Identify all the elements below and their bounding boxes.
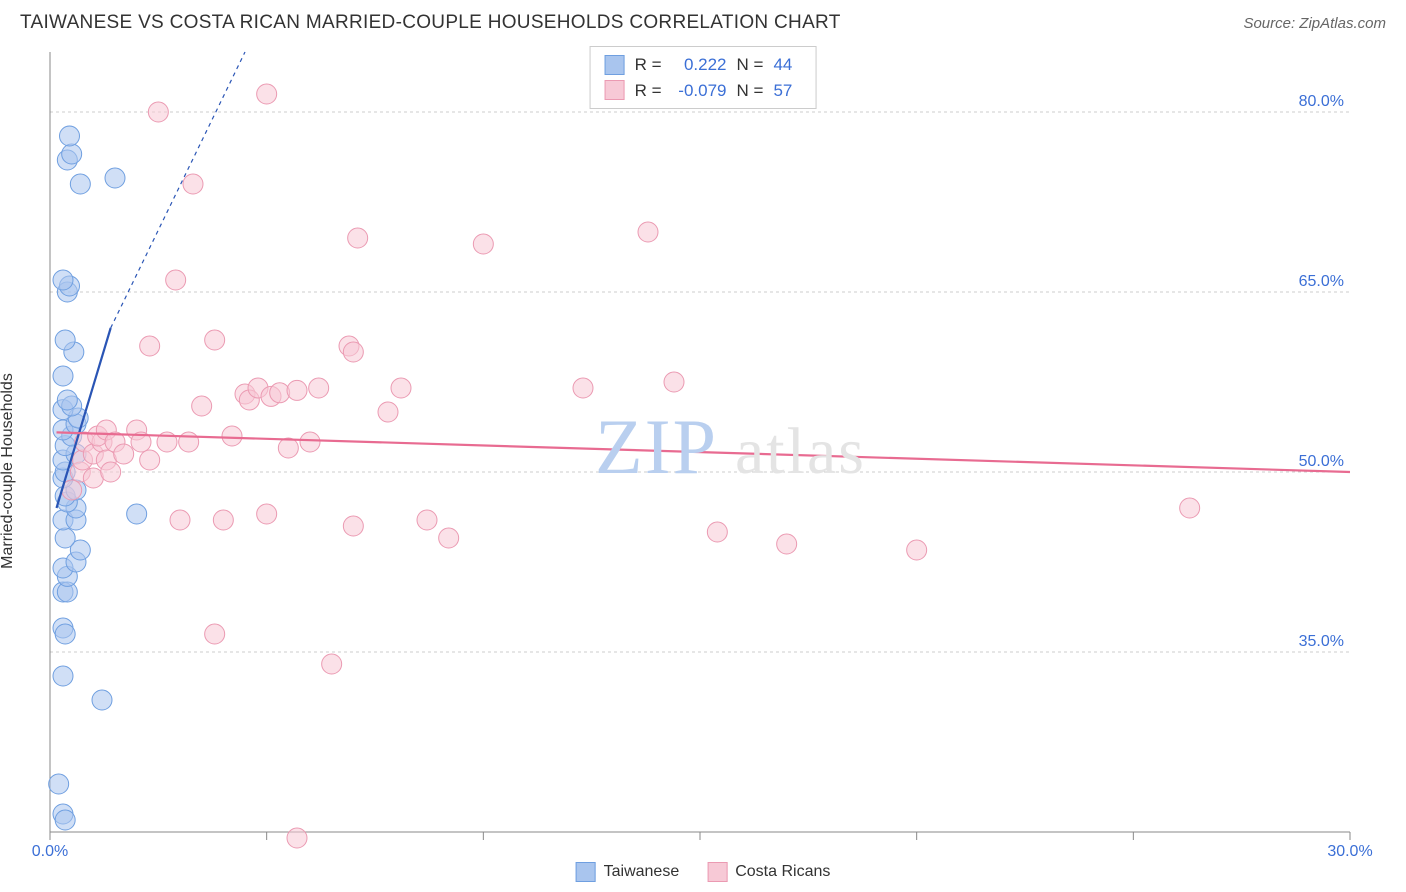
legend-swatch-costaricans (707, 862, 727, 882)
legend-row-2: R = -0.079 N = 57 (605, 78, 802, 104)
source-label: Source: ZipAtlas.com (1243, 15, 1386, 32)
correlation-legend: R = 0.222 N = 44 R = -0.079 N = 57 (590, 46, 817, 109)
svg-text:65.0%: 65.0% (1299, 273, 1344, 290)
svg-text:30.0%: 30.0% (1327, 843, 1372, 860)
series-legend: Taiwanese Costa Ricans (576, 862, 831, 882)
legend-n-label: N = (737, 52, 764, 78)
legend-label-costaricans: Costa Ricans (735, 863, 830, 881)
chart-container: Married-couple Households 35.0% 50.0% 65.0… (0, 42, 1406, 882)
svg-text:50.0%: 50.0% (1299, 453, 1344, 470)
legend-n-label: N = (737, 78, 764, 104)
legend-n-value-2: 57 (773, 78, 801, 104)
legend-r-label: R = (635, 78, 662, 104)
legend-swatch-taiwanese (576, 862, 596, 882)
svg-text:35.0%: 35.0% (1299, 633, 1344, 650)
legend-item-taiwanese: Taiwanese (576, 862, 680, 882)
svg-text:80.0%: 80.0% (1299, 93, 1344, 110)
legend-row-1: R = 0.222 N = 44 (605, 52, 802, 78)
legend-n-value-1: 44 (773, 52, 801, 78)
legend-r-label: R = (635, 52, 662, 78)
legend-swatch-pink (605, 80, 625, 100)
legend-swatch-blue (605, 55, 625, 75)
scatter-plot: 35.0% 50.0% 65.0% 80.0% 0.0% 30.0% (0, 42, 1406, 862)
legend-item-costaricans: Costa Ricans (707, 862, 830, 882)
legend-label-taiwanese: Taiwanese (604, 863, 680, 881)
chart-title: TAIWANESE VS COSTA RICAN MARRIED-COUPLE … (20, 12, 841, 34)
svg-text:0.0%: 0.0% (32, 843, 68, 860)
y-axis-label: Married-couple Households (0, 373, 17, 569)
legend-r-value-2: -0.079 (672, 78, 727, 104)
legend-r-value-1: 0.222 (672, 52, 727, 78)
